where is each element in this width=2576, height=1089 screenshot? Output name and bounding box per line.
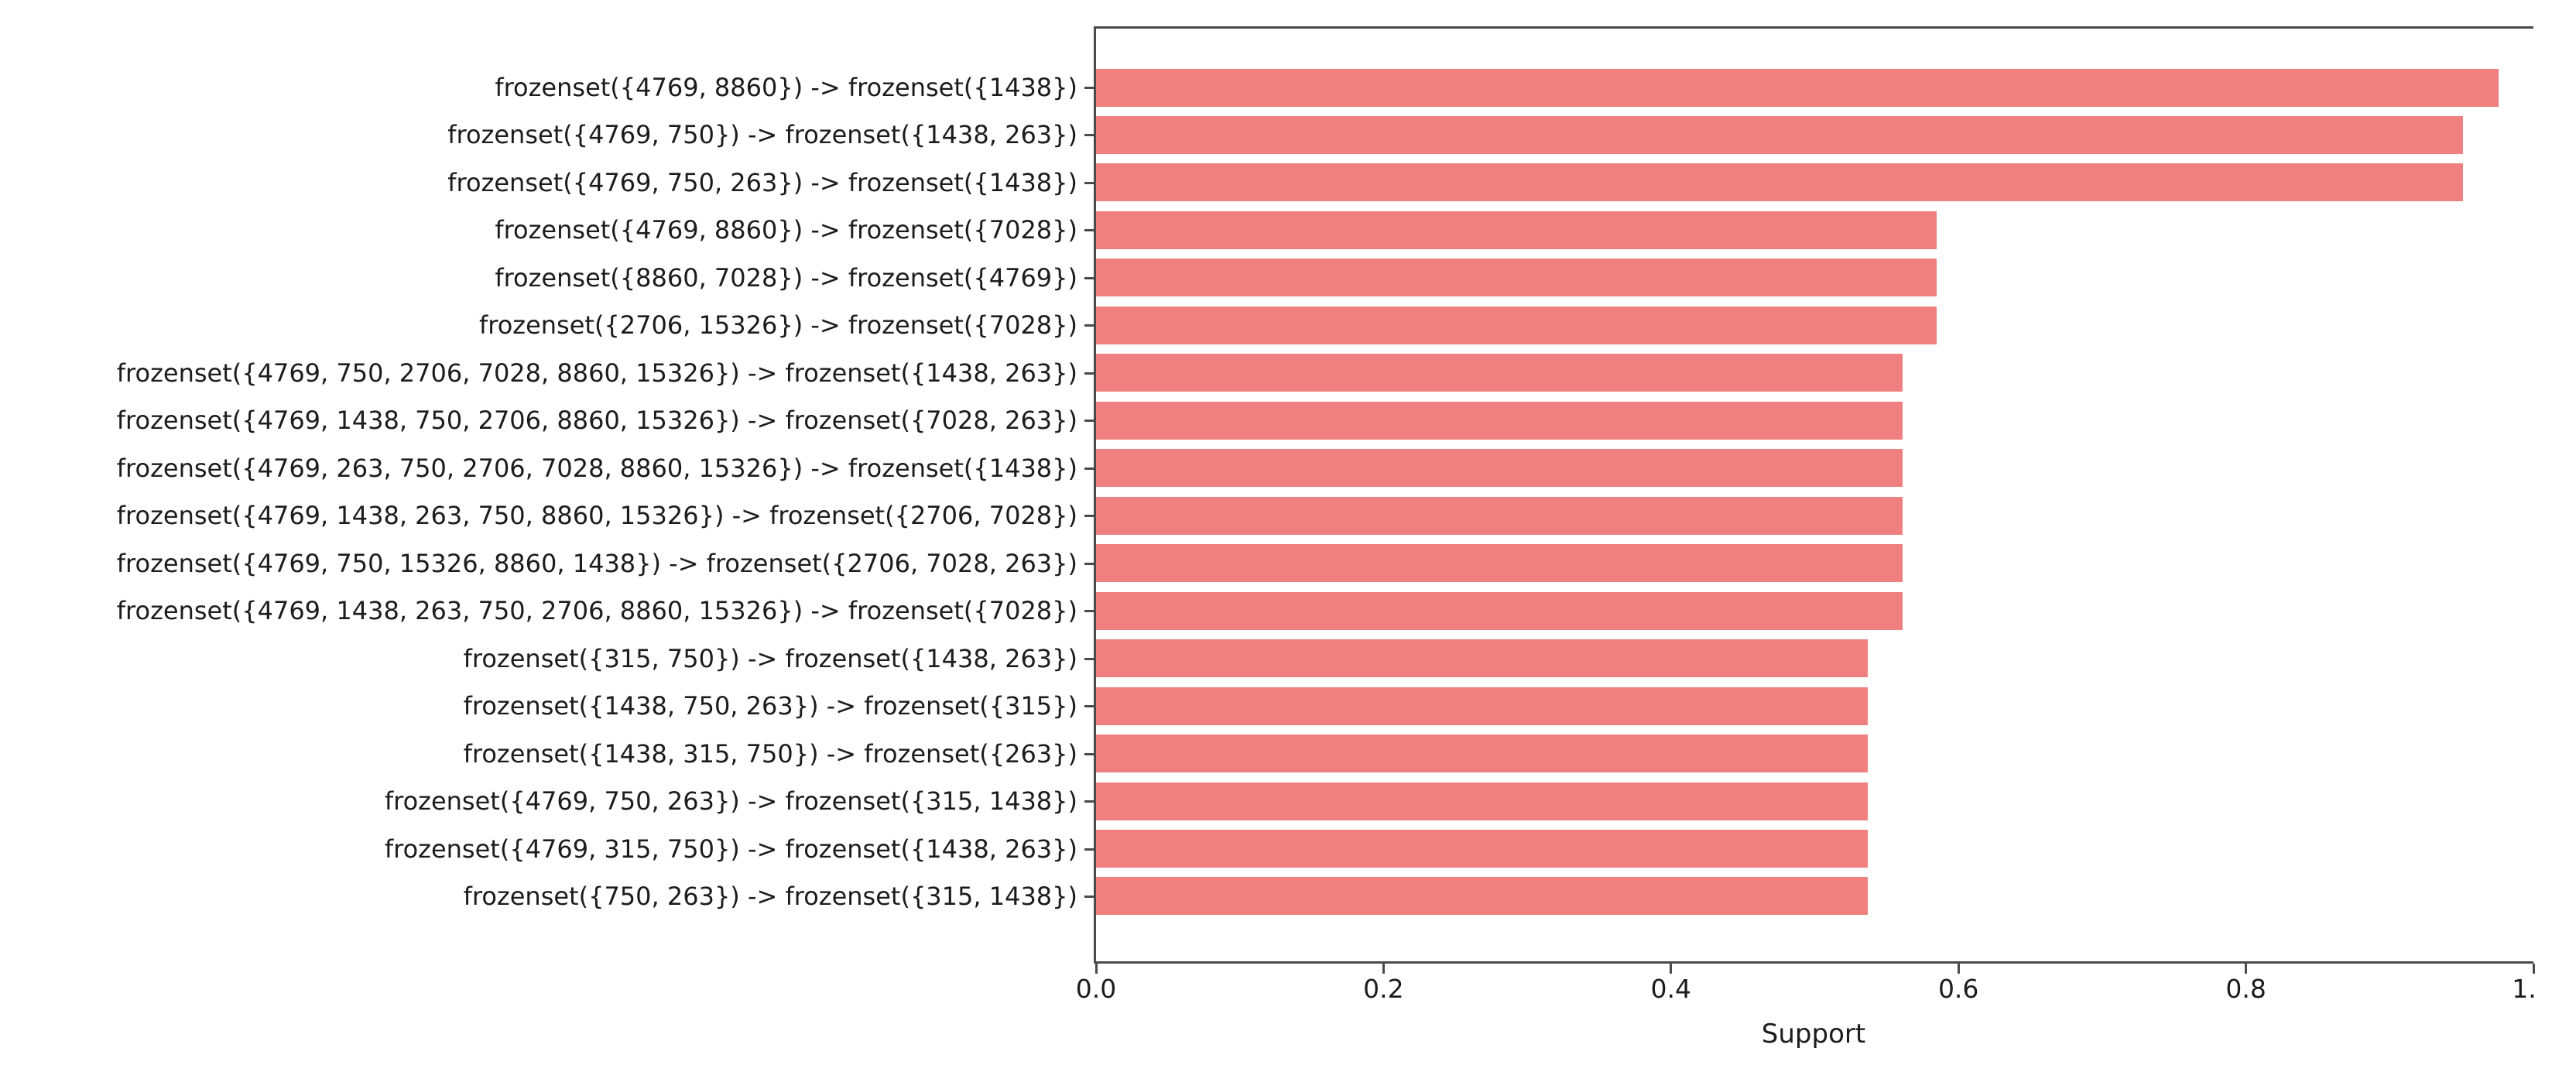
x-tick-label: 0.8: [2225, 974, 2266, 1004]
support-bar: [1096, 877, 1869, 916]
y-tick-label: frozenset({4769, 750, 2706, 7028, 8860, …: [116, 358, 1077, 388]
y-tick-label: frozenset({4769, 315, 750}) -> frozenset…: [384, 834, 1077, 864]
y-tick-mark: [1084, 181, 1094, 184]
y-tick-label: frozenset({4769, 1438, 263, 750, 2706, 8…: [116, 596, 1077, 626]
y-tick-mark: [1084, 705, 1094, 708]
y-tick-label: frozenset({1438, 315, 750}) -> frozenset…: [463, 738, 1077, 769]
support-bar: [1096, 782, 1869, 820]
y-tick-mark: [1084, 229, 1094, 232]
support-bar: [1096, 639, 1869, 678]
y-tick-label: frozenset({4769, 750, 263}) -> frozenset…: [384, 786, 1077, 817]
support-bar: [1096, 591, 1903, 630]
y-tick-label: frozenset({4769, 750, 15326, 8860, 1438}…: [116, 548, 1077, 578]
y-tick-mark: [1084, 752, 1094, 755]
y-tick-mark: [1084, 515, 1094, 518]
y-tick-mark: [1084, 372, 1094, 375]
support-bar: [1096, 687, 1869, 725]
support-bar: [1096, 830, 1869, 868]
support-bar: [1096, 115, 2463, 154]
x-tick-mark: [1957, 964, 1960, 974]
support-bar: [1096, 163, 2463, 202]
y-tick-label: frozenset({4769, 750}) -> frozenset({143…: [447, 120, 1077, 150]
x-axis-title: Support: [1761, 1019, 1866, 1050]
support-bar: [1096, 211, 1937, 249]
y-tick-label: frozenset({4769, 8860}) -> frozenset({14…: [495, 73, 1077, 102]
y-tick-label: frozenset({4769, 1438, 750, 2706, 8860, …: [116, 406, 1077, 436]
y-tick-mark: [1084, 895, 1094, 898]
support-bar: [1096, 735, 1869, 773]
x-tick-label: 0.4: [1650, 974, 1692, 1004]
y-tick-label: frozenset({1438, 750, 263}) -> frozenset…: [463, 691, 1077, 721]
y-tick-mark: [1084, 420, 1094, 423]
support-bar: [1096, 401, 1903, 440]
y-tick-label: frozenset({4769, 1438, 263, 750, 8860, 1…: [116, 501, 1077, 531]
x-tick-mark: [1382, 964, 1385, 974]
y-tick-label: frozenset({4769, 750, 263}) -> frozenset…: [447, 167, 1077, 197]
y-tick-mark: [1084, 134, 1094, 137]
x-tick-label: 1.: [2512, 974, 2537, 1004]
y-tick-mark: [1084, 324, 1094, 327]
x-tick-mark: [1094, 964, 1098, 974]
x-tick-label: 0.6: [1937, 974, 1979, 1004]
support-bar: [1096, 68, 2499, 107]
y-tick-mark: [1084, 800, 1094, 803]
y-tick-label: frozenset({750, 263}) -> frozenset({315,…: [463, 881, 1077, 911]
y-tick-mark: [1084, 467, 1094, 470]
support-bar: [1096, 544, 1903, 583]
x-tick-mark: [2245, 964, 2248, 974]
support-bar: [1096, 306, 1937, 344]
y-tick-label: frozenset({315, 750}) -> frozenset({1438…: [463, 643, 1077, 673]
y-tick-mark: [1084, 848, 1094, 851]
y-tick-mark: [1084, 610, 1094, 613]
y-tick-mark: [1084, 562, 1094, 565]
support-bar: [1096, 259, 1937, 297]
plot-area: [1094, 26, 2533, 964]
y-tick-label: frozenset({2706, 15326}) -> frozenset({7…: [478, 310, 1077, 341]
support-bar: [1096, 449, 1903, 488]
y-tick-label: frozenset({8860, 7028}) -> frozenset({47…: [495, 262, 1077, 293]
y-tick-mark: [1084, 87, 1094, 89]
y-tick-mark: [1084, 657, 1094, 660]
y-tick-mark: [1084, 276, 1094, 279]
x-tick-label: 0.0: [1075, 974, 1117, 1004]
x-tick-mark: [2532, 964, 2535, 974]
x-tick-label: 0.2: [1363, 974, 1404, 1004]
support-bar: [1096, 496, 1903, 535]
y-tick-label: frozenset({4769, 8860}) -> frozenset({70…: [495, 215, 1077, 245]
x-tick-mark: [1670, 964, 1673, 974]
y-tick-label: frozenset({4769, 263, 750, 2706, 7028, 8…: [116, 453, 1077, 483]
support-bar: [1096, 354, 1903, 392]
